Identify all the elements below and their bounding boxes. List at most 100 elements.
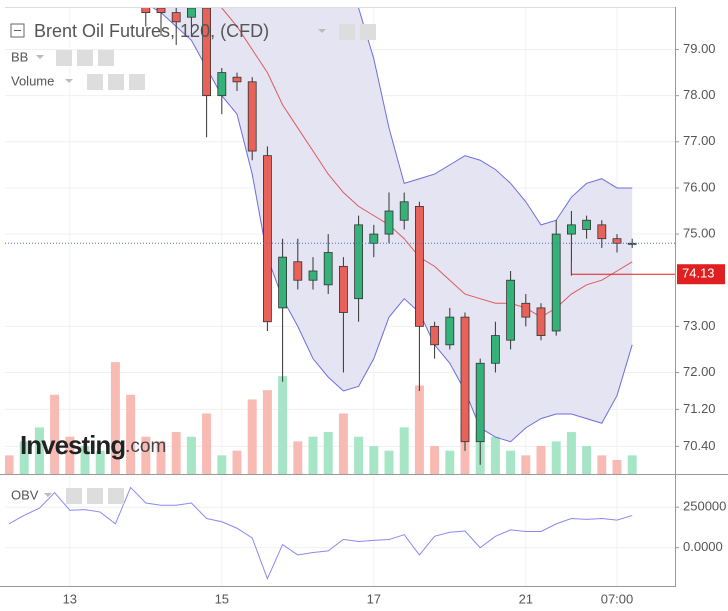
volume-bar — [384, 450, 394, 474]
volume-bar — [156, 441, 166, 474]
settings-button[interactable] — [87, 488, 103, 504]
volume-bar — [521, 455, 531, 474]
close-button[interactable] — [129, 74, 145, 90]
close-button[interactable] — [108, 488, 124, 504]
eye-button[interactable] — [56, 50, 72, 66]
y-tick-label: 75.00 — [683, 226, 716, 241]
eye-button[interactable] — [87, 74, 103, 90]
volume-bar — [19, 441, 29, 474]
candle-body — [369, 233, 379, 244]
volume-bar — [126, 394, 136, 474]
volume-bar — [65, 436, 75, 474]
candle-body — [612, 238, 622, 244]
candle-body — [597, 224, 607, 240]
candle-body — [384, 210, 394, 235]
candle-body — [156, 8, 166, 14]
candle-body — [247, 81, 257, 152]
bb-upper-line — [357, 8, 633, 226]
x-tick-label: 07:00 — [601, 591, 634, 606]
volume-bar — [278, 376, 288, 474]
candle-body — [551, 233, 561, 332]
volume-bar — [110, 362, 120, 474]
dropdown-arrow[interactable] — [65, 79, 73, 83]
volume-bar — [369, 446, 379, 474]
x-tick-label: 15 — [215, 591, 229, 606]
volume-bar — [50, 394, 60, 474]
volume-bar — [308, 436, 318, 474]
volume-bar — [293, 441, 303, 474]
volume-bar — [445, 450, 455, 474]
volume-bar — [171, 432, 181, 474]
price-line-label: 74.13 — [682, 266, 715, 281]
eye-button[interactable] — [339, 24, 355, 40]
price-line-label-box — [677, 264, 725, 285]
y-tick-label: 78.00 — [683, 87, 716, 102]
y-tick-label: 71.20 — [683, 401, 716, 416]
y-tick-label: 76.00 — [683, 179, 716, 194]
axes-layer — [0, 7, 728, 587]
dropdown-arrow[interactable] — [36, 55, 44, 59]
x-tick-label: 13 — [63, 591, 77, 606]
eye-button[interactable] — [66, 488, 82, 504]
x-tick-label: 17 — [367, 591, 381, 606]
candle-body — [278, 256, 288, 309]
candle-body — [582, 219, 591, 230]
volume-bar — [95, 450, 105, 474]
candle-body — [430, 325, 440, 346]
candle-body — [536, 307, 546, 336]
settings-button[interactable] — [360, 24, 376, 40]
volume-bar — [597, 455, 607, 474]
y-tick-label: 250000 — [683, 499, 726, 514]
candle-body — [141, 8, 151, 14]
main-plot — [5, 8, 675, 474]
candle-body — [354, 224, 364, 300]
volume-bar — [430, 446, 440, 474]
settings-button[interactable] — [77, 50, 93, 66]
volume-bar — [34, 427, 44, 474]
indicator-label: Volume — [11, 73, 54, 88]
candle-body — [217, 72, 227, 97]
volume-bar — [414, 385, 424, 474]
volume-bar — [217, 455, 227, 474]
volume-bar — [5, 455, 14, 474]
watermark-brand: Investing — [20, 430, 125, 460]
candle-body — [521, 302, 531, 318]
volume-bar — [80, 446, 90, 474]
y-tick-label: 70.40 — [683, 438, 716, 453]
y-tick-label: 0.0000 — [683, 539, 723, 554]
candle-body — [293, 261, 303, 281]
x-tick-label: 21 — [519, 591, 533, 606]
y-tick-label: 79.00 — [683, 41, 716, 56]
candle-body — [308, 270, 318, 281]
candle-body — [262, 155, 272, 323]
volume-bar — [612, 460, 622, 474]
settings-button[interactable] — [108, 74, 124, 90]
volume-bar — [262, 390, 272, 474]
close-button[interactable] — [98, 50, 114, 66]
dropdown-arrow[interactable] — [318, 29, 326, 33]
watermark-suffix: .com — [125, 436, 166, 457]
candle-body — [414, 205, 424, 327]
candle-body — [202, 8, 212, 97]
watermark: Investing.com — [20, 430, 166, 460]
candle-body — [323, 252, 333, 286]
chart-title: Brent Oil Futures, 120, (CFD) — [34, 21, 269, 41]
indicator-label: BB — [11, 49, 28, 64]
volume-bar — [141, 436, 151, 474]
volume-bar — [627, 455, 637, 474]
candle-body — [475, 362, 485, 443]
dropdown-arrow[interactable] — [44, 493, 52, 497]
collapse-box[interactable] — [10, 23, 25, 38]
candle-body — [460, 316, 470, 443]
volume-bar — [247, 399, 257, 474]
candle-body — [506, 279, 516, 341]
volume-bar — [582, 446, 592, 474]
volume-bar — [551, 441, 561, 474]
volume-bar — [354, 436, 364, 474]
candle-body — [567, 224, 576, 235]
candle-body — [445, 316, 455, 346]
candle-body — [490, 335, 500, 364]
obv-plot — [8, 486, 633, 581]
volume-bar — [186, 436, 196, 474]
